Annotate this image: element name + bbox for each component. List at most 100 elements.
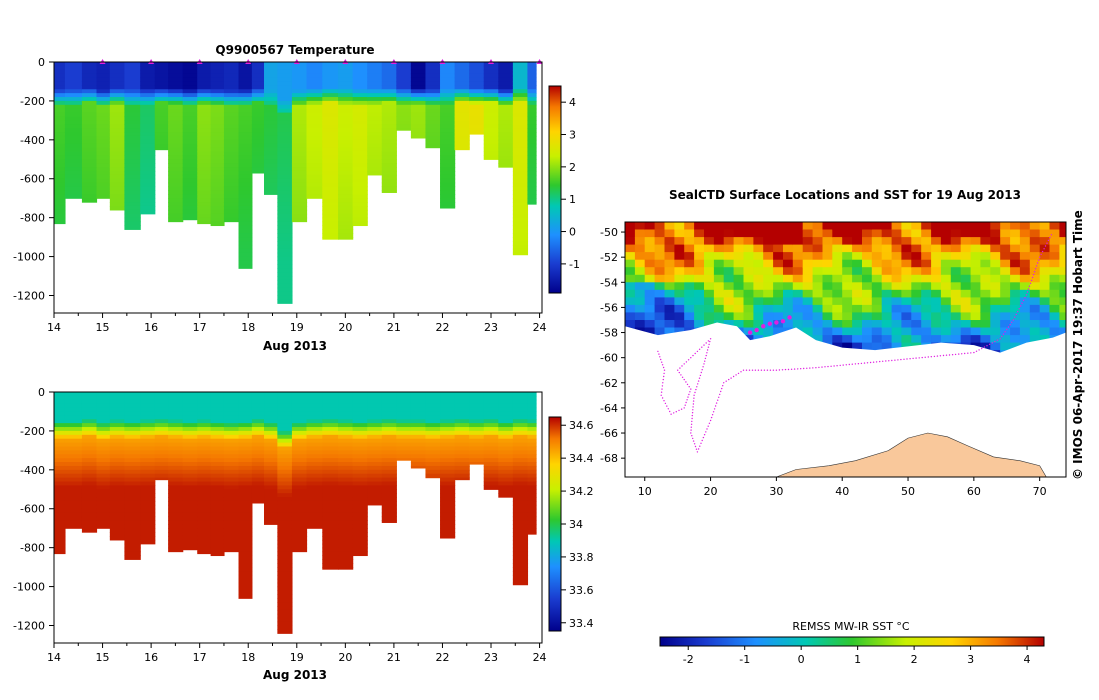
sst-cell (891, 252, 903, 261)
track-point (967, 352, 969, 354)
salinity-y-axis: 0-200-400-600-800-1000-1200 (13, 386, 54, 632)
heatmap-cell (182, 97, 198, 102)
heatmap-cell (367, 89, 383, 94)
heatmap-cell (81, 458, 98, 463)
heatmap-cell (223, 427, 240, 432)
sst-cell (1000, 259, 1011, 268)
heatmap-cell (168, 202, 184, 207)
heatmap-cell (154, 93, 169, 98)
heatmap-cell (483, 419, 499, 424)
heatmap-cell (197, 543, 212, 549)
heatmap-cell (367, 77, 383, 83)
heatmap-cell (277, 454, 293, 459)
heatmap-cell (498, 135, 514, 141)
heatmap-cell (381, 489, 397, 494)
heatmap-cell (140, 504, 156, 510)
heatmap-cell (81, 528, 98, 533)
heatmap-cell (367, 62, 383, 67)
heatmap-cell (251, 434, 265, 440)
heatmap-cell (306, 481, 323, 486)
heatmap-cell (81, 442, 98, 448)
heatmap-cell (440, 69, 456, 75)
heatmap-cell (223, 512, 240, 518)
heatmap-cell (140, 516, 156, 522)
heatmap-cell (322, 213, 339, 219)
heatmap-cell (277, 419, 293, 424)
heatmap-cell (197, 182, 212, 188)
sst-cell (625, 229, 636, 238)
heatmap-cell (210, 147, 225, 153)
heatmap-cell (154, 100, 169, 106)
heatmap-cell (64, 458, 83, 463)
heatmap-cell (96, 73, 111, 79)
heatmap-cell (264, 108, 278, 114)
heatmap-cell (81, 93, 98, 98)
heatmap-cell (338, 163, 354, 168)
heatmap-cell (238, 508, 253, 514)
heatmap-cell (154, 419, 169, 424)
heatmap-cell (306, 473, 323, 479)
x-tick-label: 16 (144, 651, 158, 664)
sst-cell (684, 289, 695, 298)
sst-cell (654, 229, 666, 238)
heatmap-cell (182, 77, 198, 83)
heatmap-cell (396, 399, 412, 405)
sst-cell (950, 252, 962, 261)
heatmap-cell (367, 124, 383, 129)
heatmap-cell (81, 85, 98, 90)
heatmap-cell (277, 411, 293, 416)
heatmap-cell (182, 399, 198, 405)
heatmap-cell (64, 392, 83, 397)
heatmap-cell (381, 62, 397, 67)
sst-cell (822, 244, 833, 253)
heatmap-cell (352, 434, 368, 440)
heatmap-cell (168, 403, 184, 409)
track-point (698, 348, 701, 350)
sst-cell (694, 252, 705, 261)
heatmap-cell (512, 508, 529, 514)
heatmap-cell (425, 73, 441, 79)
heatmap-cell (381, 497, 397, 502)
temperature-title: Q9900567 Temperature (215, 43, 374, 57)
heatmap-cell (425, 143, 441, 149)
heatmap-cell (182, 167, 198, 172)
heatmap-cell (352, 124, 368, 129)
heatmap-cell (140, 442, 156, 448)
heatmap-cell (512, 493, 529, 498)
heatmap-cell (425, 93, 441, 98)
heatmap-cell (352, 446, 368, 451)
heatmap-cell (527, 85, 537, 90)
heatmap-cell (251, 454, 265, 459)
track-point (948, 354, 951, 356)
heatmap-cell (81, 112, 98, 118)
sst-colorbar-tick-label: 4 (1024, 653, 1031, 666)
heatmap-cell (512, 469, 529, 475)
heatmap-cell (410, 104, 427, 110)
heatmap-cell (425, 411, 441, 416)
heatmap-cell (306, 174, 323, 180)
sst-cell (704, 237, 715, 246)
sst-cell (931, 312, 942, 321)
heatmap-cell (483, 77, 499, 83)
sst-cell (1019, 222, 1031, 231)
heatmap-cell (512, 73, 529, 79)
sst-cell (792, 259, 804, 268)
track-point (692, 403, 695, 405)
heatmap-cell (251, 135, 265, 141)
heatmap-cell (168, 143, 184, 149)
heatmap-cell (54, 77, 66, 83)
lon-tick-label: 70 (1033, 485, 1047, 498)
sst-cell (802, 327, 814, 336)
heatmap-cell (291, 520, 308, 525)
heatmap-cell (527, 497, 537, 502)
heatmap-cell (367, 493, 383, 498)
heatmap-cell (223, 69, 240, 75)
heatmap-cell (210, 205, 225, 211)
heatmap-cell (498, 65, 514, 71)
sst-cell (733, 267, 745, 276)
heatmap-cell (454, 97, 470, 102)
sst-cell (1010, 259, 1021, 268)
sst-cell (891, 222, 903, 231)
sst-cell (862, 297, 873, 306)
sst-cell (1059, 252, 1066, 261)
